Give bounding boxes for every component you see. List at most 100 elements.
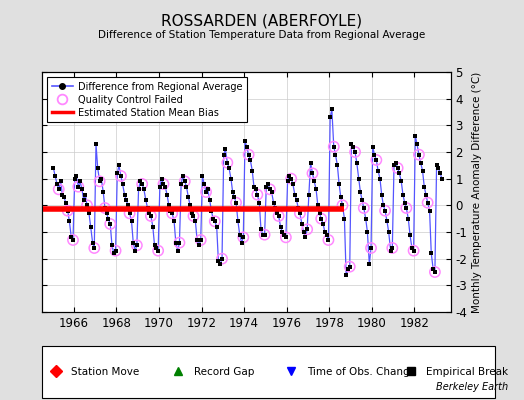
Point	[283, 178, 292, 184]
Point	[112, 248, 120, 254]
Point	[354, 176, 363, 182]
FancyBboxPatch shape	[42, 346, 495, 398]
Point	[260, 232, 269, 238]
Point	[228, 189, 237, 195]
Point	[423, 200, 432, 206]
Point	[113, 170, 122, 176]
Text: Berkeley Earth: Berkeley Earth	[436, 382, 508, 392]
Point	[63, 208, 72, 214]
Point	[125, 210, 134, 216]
Point	[377, 192, 386, 198]
Point	[269, 200, 278, 206]
Point	[221, 146, 230, 152]
Point	[326, 114, 334, 120]
Point	[266, 186, 274, 192]
Point	[193, 237, 201, 243]
Point	[397, 178, 406, 184]
Point	[161, 184, 169, 190]
Point	[74, 184, 82, 190]
Point	[196, 237, 205, 243]
Point	[388, 245, 397, 251]
Point	[205, 197, 214, 203]
Point	[314, 202, 322, 208]
Point	[367, 245, 375, 251]
Point	[409, 248, 418, 254]
Point	[69, 237, 77, 243]
Point	[347, 141, 356, 147]
Point	[106, 221, 114, 227]
Point	[420, 184, 429, 190]
Point	[131, 248, 139, 254]
Point	[285, 173, 293, 179]
Point	[312, 186, 320, 192]
Point	[394, 165, 402, 171]
Point	[182, 184, 191, 190]
Point	[381, 208, 389, 214]
Point	[324, 237, 333, 243]
Point	[427, 250, 435, 256]
Point	[370, 152, 379, 158]
Point	[232, 200, 240, 206]
Point	[159, 181, 168, 187]
Point	[342, 272, 351, 278]
Point	[125, 210, 134, 216]
Point	[248, 168, 256, 174]
Point	[54, 186, 63, 192]
Point	[291, 192, 299, 198]
Point	[367, 245, 375, 251]
Y-axis label: Monthly Temperature Anomaly Difference (°C): Monthly Temperature Anomaly Difference (…	[472, 71, 482, 313]
Point	[83, 202, 91, 208]
Point	[241, 138, 249, 144]
Point	[145, 210, 154, 216]
Point	[147, 213, 155, 219]
Point	[287, 176, 296, 182]
Point	[409, 248, 418, 254]
Point	[319, 221, 328, 227]
Point	[376, 176, 384, 182]
Point	[117, 173, 125, 179]
Point	[154, 248, 162, 254]
Point	[292, 197, 301, 203]
Point	[90, 245, 99, 251]
Point	[423, 200, 432, 206]
Point	[399, 192, 407, 198]
Point	[165, 202, 173, 208]
Point	[189, 213, 198, 219]
Point	[69, 237, 77, 243]
Point	[122, 197, 130, 203]
Point	[351, 149, 359, 155]
Point	[404, 216, 412, 222]
Point	[252, 186, 260, 192]
Point	[372, 157, 380, 163]
Point	[51, 173, 59, 179]
Point	[374, 168, 382, 174]
Point	[147, 213, 155, 219]
Point	[390, 162, 398, 168]
Point	[303, 226, 311, 232]
Point	[186, 202, 194, 208]
Point	[308, 170, 316, 176]
Point	[149, 224, 157, 230]
Point	[278, 229, 287, 235]
Point	[330, 144, 338, 150]
Point	[110, 250, 118, 256]
Point	[134, 186, 143, 192]
Point	[294, 205, 302, 211]
Point	[345, 264, 354, 270]
Point	[67, 234, 75, 240]
Point	[324, 237, 333, 243]
Point	[395, 170, 403, 176]
Point	[413, 141, 421, 147]
Point	[253, 192, 261, 198]
Point	[339, 202, 347, 208]
Point	[379, 202, 388, 208]
Point	[330, 144, 338, 150]
Point	[102, 210, 111, 216]
Point	[188, 210, 196, 216]
Point	[136, 178, 145, 184]
Point	[436, 170, 444, 176]
Point	[58, 192, 67, 198]
Point	[431, 269, 439, 275]
Point	[287, 176, 296, 182]
Point	[414, 152, 423, 158]
